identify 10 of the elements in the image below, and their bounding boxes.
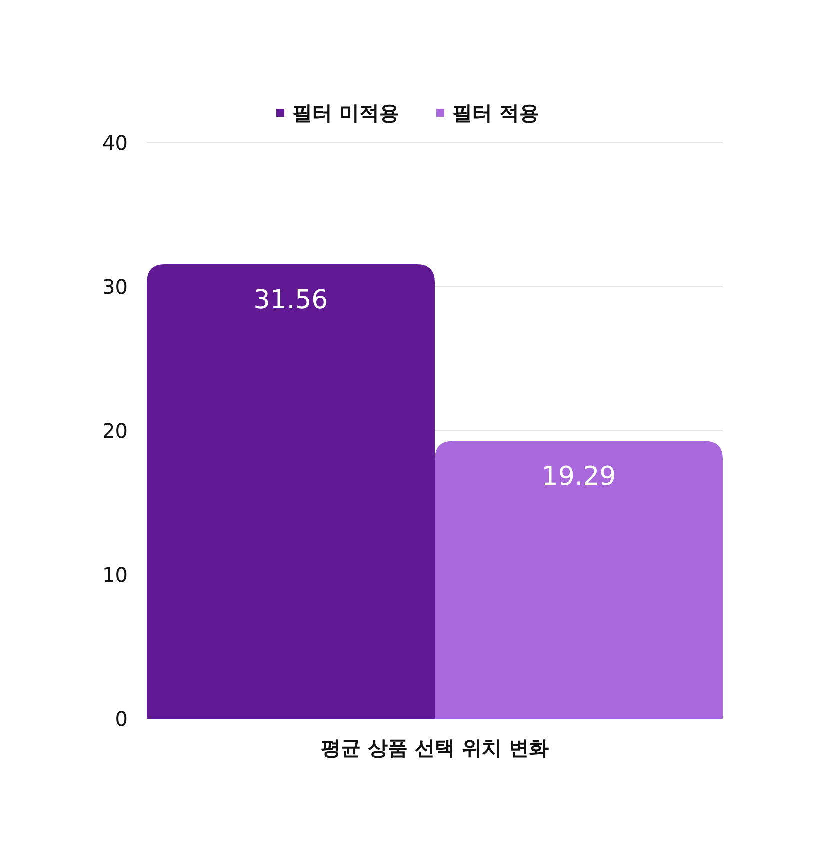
data-label: 31.56 — [254, 286, 328, 316]
data-label: 19.29 — [542, 462, 616, 492]
x-tick-label: 평균 상품 선택 위치 변화 — [321, 736, 549, 760]
y-tick-label: 30 — [102, 275, 128, 299]
legend-label: 필터 미적용 — [292, 101, 400, 125]
y-tick-label: 0 — [115, 707, 128, 731]
legend-label: 필터 적용 — [452, 101, 540, 125]
y-tick-label: 40 — [102, 131, 128, 155]
y-tick-label: 20 — [102, 419, 128, 443]
y-tick-label: 10 — [102, 563, 128, 587]
